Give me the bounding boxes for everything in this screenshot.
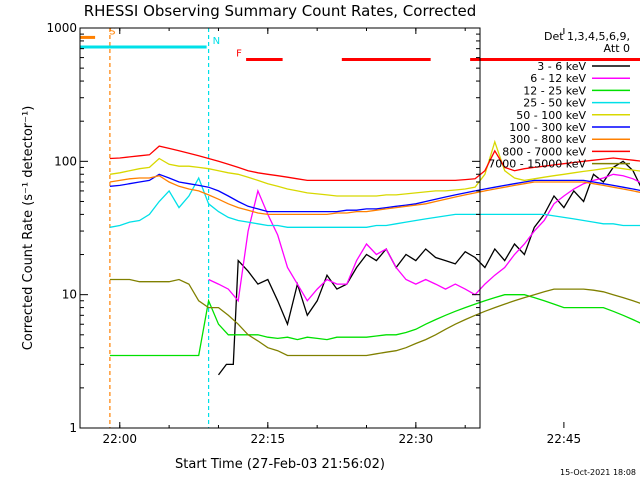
legend-label-7: 800 - 7000 keV <box>502 145 586 158</box>
footer-timestamp: 15-Oct-2021 18:08 <box>560 468 636 477</box>
plot-frame <box>79 27 481 429</box>
flag-f-label: F <box>236 49 242 60</box>
series-line-8 <box>109 278 640 357</box>
y-tick-label-2: 100 <box>54 154 77 168</box>
legend-label-0: 3 - 6 keV <box>537 60 586 73</box>
series-line-1 <box>208 173 640 303</box>
x-tick-label-0: 22:00 <box>102 432 137 446</box>
legend-label-4: 50 - 100 keV <box>516 109 586 122</box>
legend-label-3: 25 - 50 keV <box>523 97 586 110</box>
flag-s-label: S <box>109 26 115 37</box>
x-axis-label: Start Time (27-Feb-03 21:56:02) <box>175 457 385 472</box>
y-axis-label: Corrected Count Rate (s⁻¹ detector⁻¹) <box>21 106 36 351</box>
x-tick-label-2: 22:30 <box>399 432 434 446</box>
x-tick-label-3: 22:45 <box>547 432 582 446</box>
legend-header-1: Att 0 <box>604 42 630 55</box>
x-tick-label-1: 22:15 <box>251 432 286 446</box>
y-tick-label-0: 1 <box>69 421 77 435</box>
legend-label-6: 300 - 800 keV <box>509 133 586 146</box>
legend-label-8: 7000 - 15000 keV <box>488 158 586 171</box>
legend-label-2: 12 - 25 keV <box>523 84 586 97</box>
y-tick-label-1: 10 <box>62 288 77 302</box>
chart-title: RHESSI Observing Summary Count Rates, Co… <box>84 2 477 20</box>
y-axis: 1 10 100 1000 <box>46 21 480 435</box>
legend-label-1: 6 - 12 keV <box>530 72 586 85</box>
legend-header-0: Det 1,3,4,5,6,9, <box>544 30 630 43</box>
flag-n-label: N <box>213 36 220 47</box>
series-line-0 <box>217 160 640 376</box>
plot-area: S N F <box>79 26 640 429</box>
legend-label-5: 100 - 300 keV <box>509 121 586 134</box>
y-tick-label-3: 1000 <box>46 21 77 35</box>
